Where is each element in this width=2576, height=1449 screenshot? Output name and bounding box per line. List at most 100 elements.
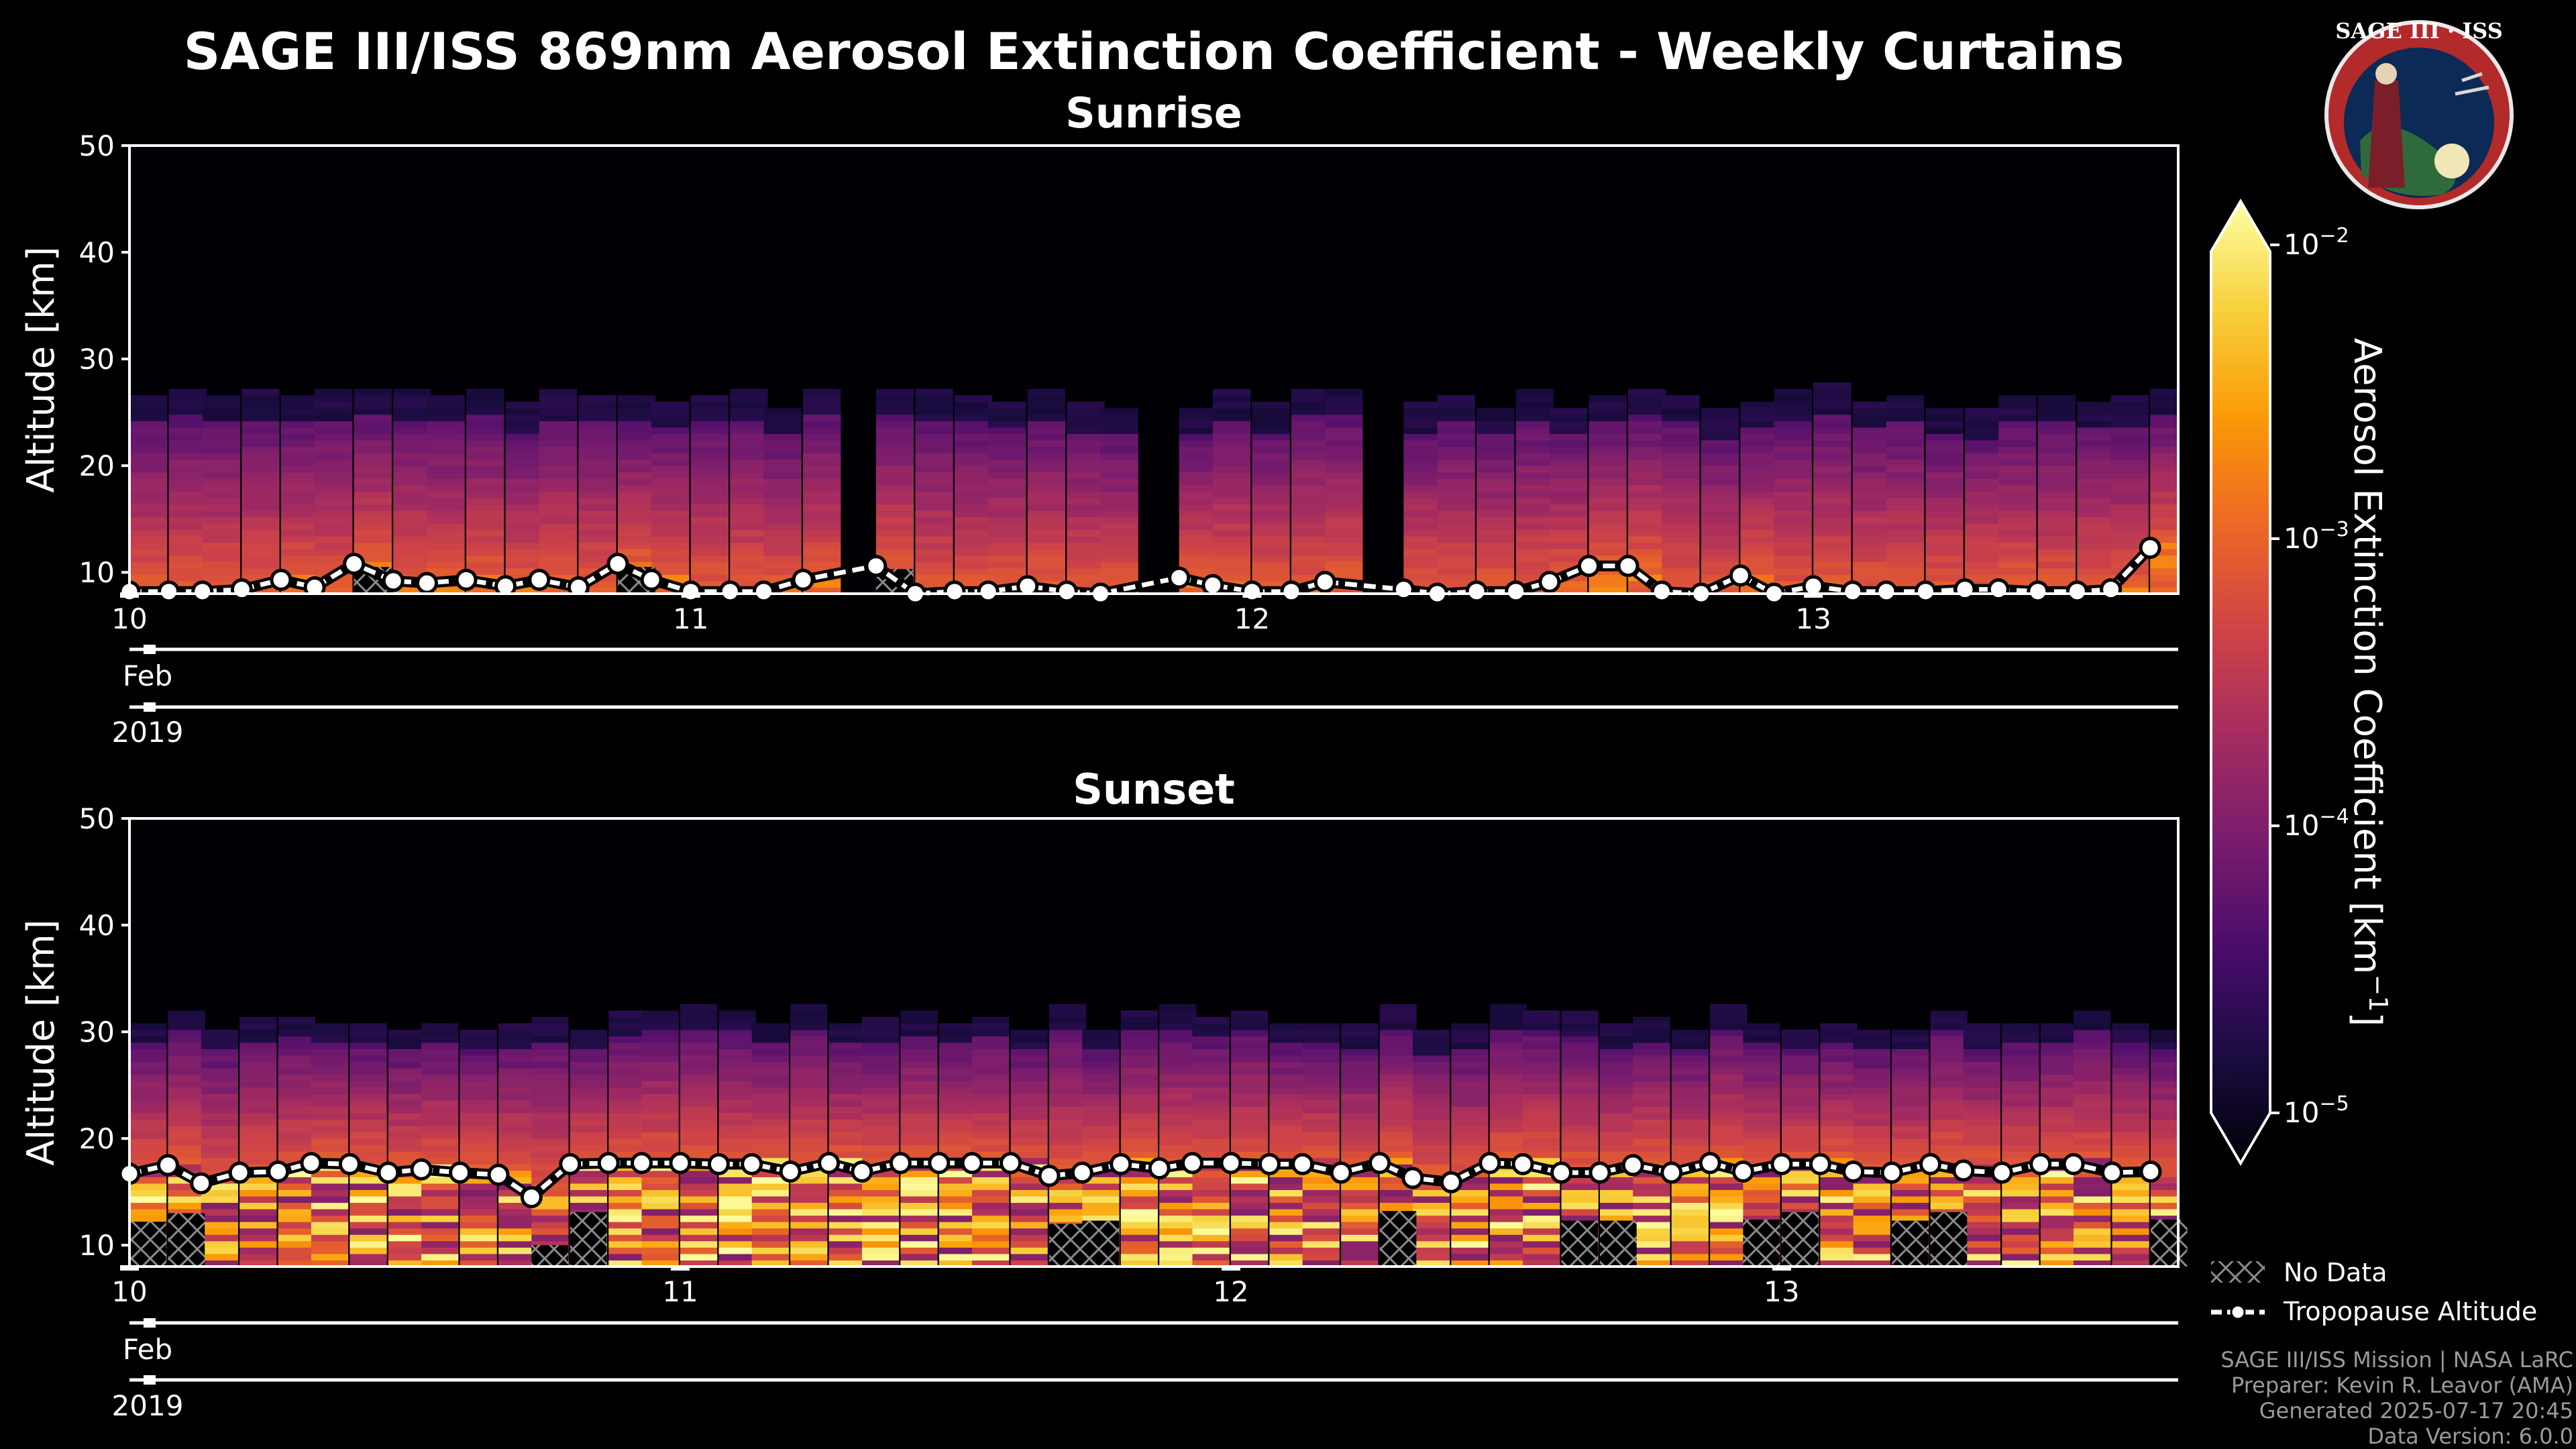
heatmap-cell <box>1740 491 1778 498</box>
heatmap-cell <box>1437 510 1475 517</box>
heatmap-cell <box>1549 491 1588 498</box>
heatmap-cell <box>311 1093 349 1101</box>
heatmap-cell <box>388 1061 426 1069</box>
heatmap-cell <box>1412 1170 1450 1177</box>
heatmap-cell <box>2110 421 2149 428</box>
heatmap-cell <box>1100 549 1138 556</box>
heatmap-cell <box>1403 466 1442 473</box>
heatmap-cell <box>1269 1196 1307 1203</box>
heatmap-cell <box>1671 1202 1709 1210</box>
heatmap-cell <box>539 478 578 486</box>
heatmap-cell <box>790 1202 828 1210</box>
heatmap-cell <box>790 1240 828 1248</box>
heatmap-cell <box>690 408 729 415</box>
heatmap-cell <box>201 1253 238 1260</box>
heatmap-cell <box>2002 1177 2039 1184</box>
sunset-y-axis-label: Altitude [km] <box>19 919 63 1165</box>
heatmap-cell <box>954 574 993 582</box>
heatmap-cell <box>900 1240 938 1248</box>
heatmap-cell <box>1998 484 2037 492</box>
heatmap-cell <box>1710 1036 1748 1043</box>
heatmap-cell <box>201 1228 238 1235</box>
heatmap-cell <box>2040 1228 2078 1235</box>
heatmap-cell <box>311 1209 349 1216</box>
sunrise-panel-title: Sunrise <box>1065 89 1242 138</box>
heatmap-cell <box>1549 549 1588 556</box>
heatmap-cell <box>1403 555 1442 562</box>
heatmap-cell <box>972 1183 1010 1190</box>
heatmap-cell <box>1662 459 1700 466</box>
heatmap-cell <box>1489 1010 1527 1018</box>
heatmap-cell <box>763 555 802 562</box>
heatmap-cell <box>531 1049 569 1056</box>
heatmap-cell <box>1774 517 1812 524</box>
heatmap-cell <box>915 401 953 409</box>
heatmap-cell <box>938 1151 977 1159</box>
tropopause-point <box>1617 555 1640 578</box>
heatmap-cell <box>1743 1093 1780 1101</box>
heatmap-cell <box>168 459 207 466</box>
heatmap-cell <box>466 497 504 504</box>
heatmap-cell <box>875 491 914 498</box>
heatmap-cell <box>1820 1126 1858 1133</box>
heatmap-cell <box>1628 491 1666 498</box>
heatmap-cell <box>570 1144 608 1152</box>
heatmap-cell <box>651 421 690 428</box>
heatmap-cell <box>2110 580 2149 588</box>
heatmap-cell <box>388 1132 426 1139</box>
heatmap-cell <box>278 1061 315 1069</box>
heatmap-cell <box>315 439 353 447</box>
logo-text: SAGE III · ISS <box>2335 18 2503 44</box>
tropopause-point <box>1168 566 1191 589</box>
heatmap-cell <box>1027 427 1066 434</box>
heatmap-cell <box>803 484 841 492</box>
heatmap-cell <box>505 414 543 421</box>
heatmap-cell <box>1549 421 1588 428</box>
heatmap-cell <box>803 401 841 409</box>
heatmap-cell <box>570 1049 608 1056</box>
heatmap-cell <box>900 1055 938 1063</box>
heatmap-cell <box>1965 472 2003 479</box>
sunset-heatmap <box>129 818 2179 1267</box>
heatmap-cell <box>1671 1042 1709 1050</box>
heatmap-cell <box>570 1106 608 1114</box>
x-tick-label: 12 <box>1213 1275 1248 1308</box>
heatmap-cell <box>790 1016 828 1024</box>
heatmap-cell <box>1325 453 1363 460</box>
heatmap-cell <box>1886 517 1925 524</box>
heatmap-cell <box>2074 1253 2111 1260</box>
heatmap-cell <box>1515 472 1554 479</box>
heatmap-cell <box>1886 497 1925 504</box>
heatmap-cell <box>900 1253 938 1260</box>
heatmap-cell <box>1120 1049 1158 1056</box>
heatmap-cell <box>1662 427 1700 434</box>
heatmap-cell <box>1671 1112 1709 1120</box>
heatmap-cell <box>680 1234 718 1242</box>
heatmap-cell <box>1740 529 1778 537</box>
heatmap-cell <box>1252 574 1290 582</box>
heatmap-cell <box>1710 1023 1748 1030</box>
heatmap-cell <box>730 523 768 531</box>
heatmap-cell <box>1212 414 1251 421</box>
heatmap-cell <box>2002 1196 2039 1203</box>
heatmap-cell <box>280 439 319 447</box>
heatmap-cell <box>311 1138 349 1146</box>
heatmap-cell <box>1120 1183 1158 1190</box>
heatmap-cell <box>168 1068 205 1075</box>
heatmap-cell <box>2077 484 2115 492</box>
heatmap-cell <box>803 388 841 396</box>
heatmap-cell <box>1633 1087 1670 1094</box>
heatmap-cell <box>1049 1099 1087 1107</box>
heatmap-cell <box>2077 421 2115 428</box>
heatmap-cell <box>2077 439 2115 447</box>
heatmap-cell <box>2040 1234 2078 1242</box>
heatmap-cell <box>350 1260 387 1267</box>
tropopause-point <box>1038 1165 1061 1187</box>
heatmap-cell <box>1523 1202 1560 1210</box>
heatmap-cell <box>350 1055 387 1063</box>
heatmap-cell <box>2110 427 2149 434</box>
heatmap-cell <box>680 1087 718 1094</box>
heatmap-cell <box>875 453 914 460</box>
heatmap-cell <box>350 1209 387 1216</box>
heatmap-cell <box>2040 1202 2078 1210</box>
